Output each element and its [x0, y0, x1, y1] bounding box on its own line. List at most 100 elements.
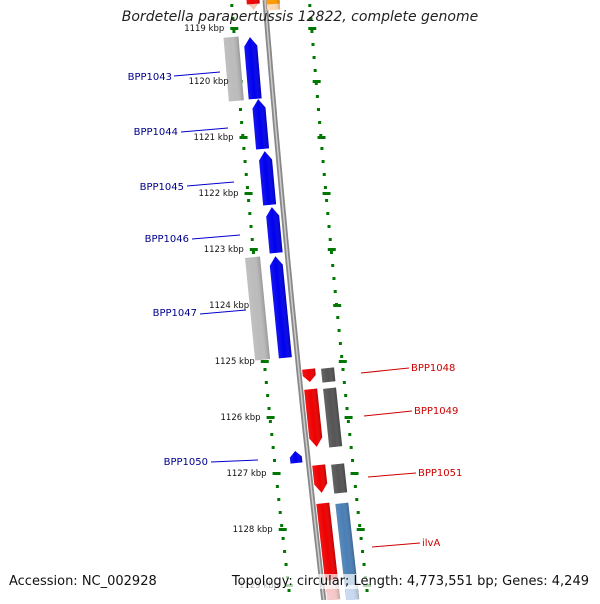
arrow-shade: [244, 37, 262, 100]
ring-dot: [349, 446, 353, 449]
arrow-shade: [246, 0, 260, 5]
ring-dot: [326, 212, 330, 215]
gene-leader-line: [180, 127, 229, 133]
ring-dot: [284, 563, 288, 566]
dark-feature-1049: [323, 387, 343, 448]
ring-dot: [325, 199, 329, 202]
gene-leader-line: [210, 459, 259, 463]
scale-label: 1128 kbp: [233, 525, 273, 535]
ring-dot: [332, 277, 336, 280]
dark-feature-1048: [321, 367, 336, 383]
genome-summary-text: Topology: circular; Length: 4,773,551 bp…: [231, 574, 589, 589]
ring-dot: [329, 251, 333, 254]
ring-dot: [263, 368, 267, 371]
ring-dot: [353, 485, 357, 488]
gene-arrow-BPP1050: [289, 451, 303, 464]
ring-dot: [344, 394, 348, 397]
ring-dot: [342, 381, 346, 384]
gene-arrow-BPP1049: [304, 388, 323, 447]
arrow-shade: [321, 367, 336, 383]
ring-dot: [280, 524, 284, 527]
grey-feature-1043: [223, 36, 244, 102]
ring-dot: [230, 4, 234, 7]
ring-dot: [338, 342, 342, 345]
ring-dot: [313, 69, 317, 72]
major-tick-outer: [317, 136, 326, 139]
ring-dot: [315, 95, 319, 98]
ring-dot: [351, 459, 355, 462]
major-tick-outer: [333, 304, 342, 307]
ring-dot: [320, 147, 324, 150]
ring-dot: [267, 407, 271, 410]
major-tick-outer: [356, 528, 365, 531]
ring-dot: [270, 433, 274, 436]
ring-dot: [238, 108, 242, 111]
arrow-shade: [312, 464, 328, 493]
ring-dot: [242, 147, 246, 150]
ring-dot: [327, 225, 331, 228]
map-title: Bordetella parapertussis 12822, complete…: [121, 9, 479, 25]
gene-label-BPP1043: BPP1043: [128, 72, 172, 83]
arrow-shade: [269, 256, 292, 359]
scale-label: 1123 kbp: [204, 245, 244, 255]
ring-dot: [277, 498, 281, 501]
arrow-shade: [289, 451, 303, 464]
ring-dot: [275, 485, 279, 488]
ring-dot: [273, 459, 277, 462]
major-tick: [230, 27, 239, 30]
gene-label-BPP1050: BPP1050: [164, 457, 208, 468]
major-tick: [244, 192, 253, 195]
ring-dot: [318, 121, 322, 124]
gene-arrow-BPP1051: [312, 464, 328, 493]
ring-dot: [316, 108, 320, 111]
ring-dot: [245, 186, 249, 189]
ring-dot: [312, 56, 316, 59]
ring-dot: [356, 511, 360, 514]
ring-dot: [264, 381, 268, 384]
ring-dot: [333, 290, 337, 293]
gene-leader-line: [363, 410, 413, 417]
gene-arrow-BPP1047: [269, 256, 292, 359]
major-tick: [260, 360, 269, 363]
gene-arrow-BPP1046: [266, 207, 283, 254]
ring-dot: [243, 160, 247, 163]
gene-leader-line: [186, 181, 235, 187]
ring-dot: [248, 212, 252, 215]
arrow-shade: [259, 151, 277, 206]
scale-label: 1120 kbp: [189, 77, 229, 87]
backbone-layer: [262, 0, 327, 601]
ring-dot: [341, 368, 345, 371]
label-layer: 1119 kbp 1120 kbp 1121 kbp 1122 kbp 1123 kbp…: [128, 24, 463, 591]
arrow-shade: [266, 207, 283, 254]
major-tick-outer: [350, 472, 359, 475]
ring-dot: [362, 563, 366, 566]
inner-tick-ring: [230, 4, 291, 592]
ring-dot: [336, 316, 340, 319]
ring-dot: [309, 17, 313, 20]
ring-dot: [340, 355, 344, 358]
top-clipped-orange-feature: [266, 0, 280, 5]
gene-label-BPP1046: BPP1046: [145, 234, 189, 245]
scale-label: 1127 kbp: [226, 469, 266, 479]
ring-dot: [271, 446, 275, 449]
gene-label-ilvA: ilvA: [422, 538, 440, 549]
ring-dot: [250, 238, 254, 241]
major-tick-outer: [308, 27, 317, 30]
arrow-shade: [266, 0, 280, 5]
ring-dot: [278, 511, 282, 514]
top-clipped-red-feature: [246, 0, 260, 5]
major-tick-outer: [327, 248, 336, 251]
ring-dot: [328, 238, 332, 241]
ring-dot: [331, 264, 335, 267]
ring-dot: [361, 550, 365, 553]
arrow-shade: [223, 36, 244, 102]
ring-dot: [355, 498, 359, 501]
ring-dot: [266, 394, 270, 397]
scale-label: 1125 kbp: [215, 357, 255, 367]
ring-dot: [281, 537, 285, 540]
major-tick: [272, 472, 281, 475]
arrow-shade: [252, 99, 270, 150]
ring-dot: [249, 225, 253, 228]
